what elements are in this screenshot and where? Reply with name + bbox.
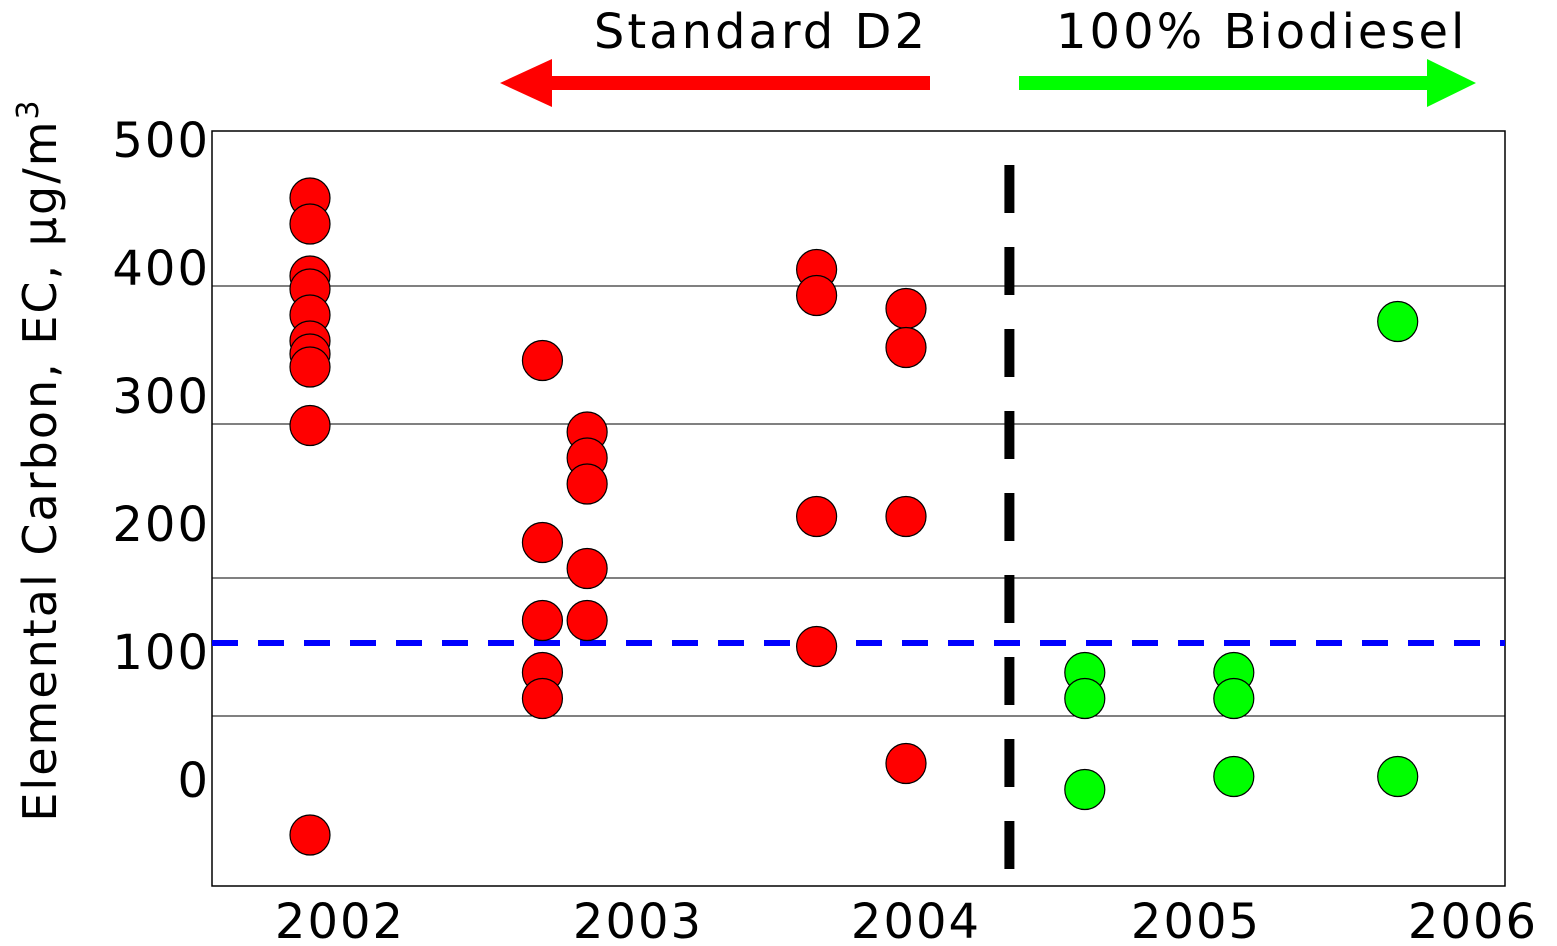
data-point <box>885 742 927 785</box>
data-point <box>566 463 608 505</box>
y-axis-title-superscript: 3 <box>11 98 46 119</box>
data-point <box>1064 768 1106 811</box>
data-point <box>289 203 331 245</box>
data-point <box>885 326 927 369</box>
data-point <box>289 814 331 856</box>
gridlines <box>212 285 1505 717</box>
x-tick-label: 2002 <box>275 894 405 946</box>
data-point <box>521 339 564 382</box>
plot-area <box>211 130 1506 887</box>
y-tick-label: 500 <box>112 113 210 169</box>
y-axis-ticks: 500 400 300 200 100 0 <box>112 113 210 809</box>
data-point <box>566 599 608 642</box>
data-point <box>521 599 564 642</box>
reference-lines <box>212 131 1505 886</box>
y-axis-title: Elemental Carbon, EC, µg/m3 <box>11 98 67 821</box>
biodiesel-label: 100% Biodiesel <box>1056 4 1467 60</box>
x-axis-ticks: 2002 2003 2004 2005 2006 <box>275 894 1538 946</box>
y-tick-label: 0 <box>177 753 210 809</box>
y-axis-title-text: Elemental Carbon, EC, µg/m <box>13 119 67 821</box>
y-tick-label: 300 <box>112 369 210 425</box>
series-100-biodiesel <box>1064 300 1419 811</box>
data-point <box>885 287 927 330</box>
x-tick-label: 2003 <box>573 894 703 946</box>
data-point <box>289 346 331 388</box>
data-point <box>1377 755 1419 798</box>
data-point <box>289 404 331 447</box>
x-tick-label: 2004 <box>851 894 981 946</box>
data-point <box>795 274 838 317</box>
data-point <box>795 625 838 668</box>
series-standard-d2 <box>289 177 927 856</box>
plot-frame <box>211 130 1506 887</box>
x-tick-label: 2005 <box>1131 894 1261 946</box>
data-point <box>1213 755 1255 798</box>
data-point <box>521 677 564 720</box>
left-arrow-icon <box>500 59 930 107</box>
y-tick-label: 200 <box>112 497 210 553</box>
data-point <box>795 495 838 538</box>
data-point <box>1064 677 1106 720</box>
data-points <box>289 177 1419 856</box>
y-tick-label: 100 <box>112 625 210 681</box>
standard-d2-label: Standard D2 <box>594 4 928 60</box>
annotation-standard-d2: Standard D2 <box>500 4 930 107</box>
data-point <box>1213 677 1255 720</box>
data-point <box>521 521 564 564</box>
data-point <box>1377 300 1419 343</box>
y-tick-label: 400 <box>112 241 210 297</box>
annotation-biodiesel: 100% Biodiesel <box>1019 4 1476 107</box>
data-point <box>885 495 927 538</box>
right-arrow-icon <box>1019 59 1476 107</box>
x-tick-label: 2006 <box>1408 894 1538 946</box>
data-point <box>566 547 608 590</box>
